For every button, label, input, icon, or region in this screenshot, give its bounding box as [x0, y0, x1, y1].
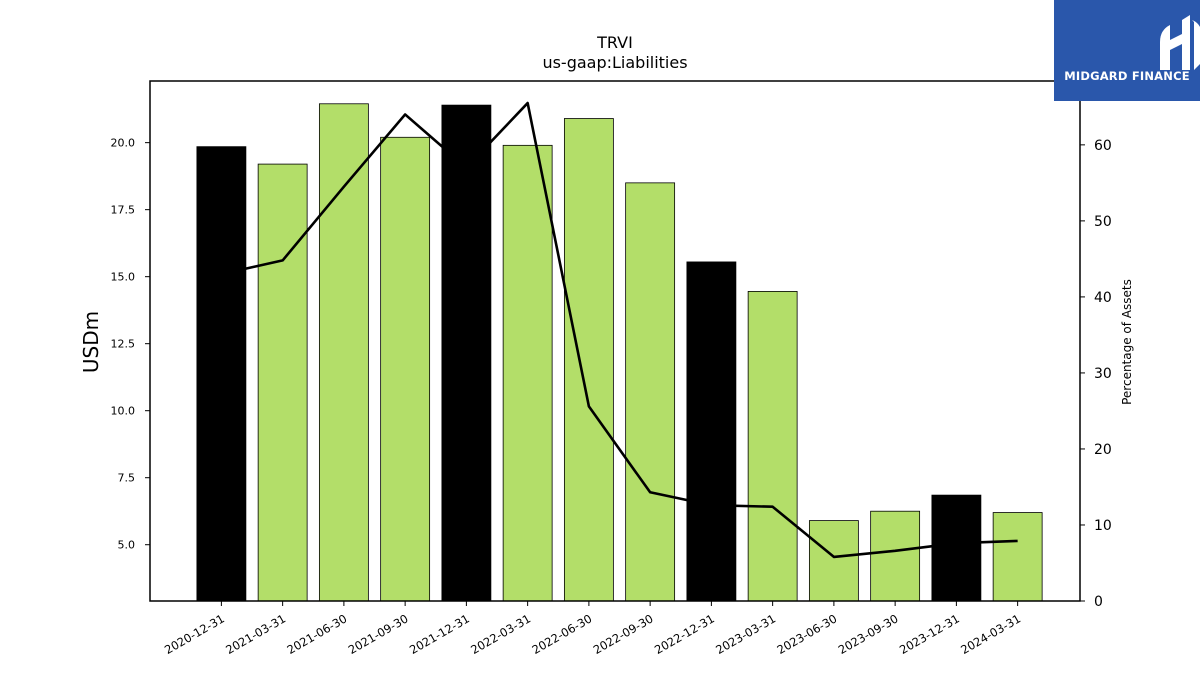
bar-2023-12-31	[931, 494, 982, 602]
left-axis: 5.0 7.5 10.0 12.5 15.0 17.5 20.0	[111, 137, 150, 552]
bar-2022-12-31	[686, 261, 737, 602]
y-tick-label: 5.0	[118, 539, 136, 552]
x-tick-label: 2022-03-31	[468, 611, 533, 657]
x-tick-label: 2021-09-30	[346, 611, 411, 657]
chart-subtitle: us-gaap:Liabilities	[542, 53, 687, 72]
y-tick-label: 20.0	[111, 137, 136, 150]
x-tick-label: 2020-12-31	[162, 611, 227, 657]
right-tick-label: 60	[1094, 138, 1112, 154]
x-tick-label: 2021-12-31	[407, 611, 472, 657]
x-axis: 2020-12-312021-03-312021-06-302021-09-30…	[162, 601, 1023, 657]
bar-2023-06-30	[808, 520, 859, 602]
percentage-line	[221, 101, 1018, 559]
bar-2024-03-31	[992, 512, 1043, 602]
logo-mark-icon	[1160, 15, 1200, 70]
bar-2021-09-30	[380, 136, 431, 602]
x-tick-label: 2023-03-31	[713, 611, 778, 657]
bar-2021-06-30	[318, 103, 369, 602]
right-axis-label: Percentage of Assets	[1120, 279, 1134, 405]
y-tick-label: 10.0	[111, 405, 136, 418]
right-axis: 0 10 20 30 40 50 60	[1080, 138, 1112, 610]
right-tick-label: 20	[1094, 442, 1112, 458]
x-tick-label: 2023-09-30	[836, 611, 901, 657]
right-tick-label: 40	[1094, 290, 1112, 306]
y-axis-label: USDm	[79, 311, 103, 373]
y-tick-label: 17.5	[111, 204, 136, 217]
bar-2023-03-31	[747, 291, 798, 602]
x-tick-label: 2022-12-31	[652, 611, 717, 657]
bar-series	[196, 103, 1043, 602]
x-tick-label: 2022-06-30	[529, 611, 594, 657]
bar-2022-03-31	[502, 144, 553, 602]
bar-2022-09-30	[625, 182, 676, 602]
bar-2022-06-30	[563, 118, 614, 602]
y-tick-label: 7.5	[118, 472, 136, 485]
logo-text: MIDGARD FINANCE	[1064, 69, 1190, 83]
right-tick-label: 0	[1094, 594, 1103, 610]
bar-2021-12-31	[441, 104, 492, 602]
y-tick-label: 12.5	[111, 338, 136, 351]
x-tick-label: 2023-12-31	[897, 611, 962, 657]
y-tick-label: 15.0	[111, 271, 136, 284]
bar-2021-03-31	[257, 163, 308, 602]
right-tick-label: 10	[1094, 518, 1112, 534]
right-tick-label: 30	[1094, 366, 1112, 382]
bar-2020-12-31	[196, 146, 247, 602]
x-tick-label: 2024-03-31	[958, 611, 1023, 657]
midgard-finance-logo: MIDGARD FINANCE	[1054, 0, 1200, 101]
right-tick-label: 50	[1094, 214, 1112, 230]
x-tick-label: 2023-06-30	[774, 611, 839, 657]
x-tick-label: 2022-09-30	[591, 611, 656, 657]
chart-title: TRVI	[596, 33, 633, 52]
x-tick-label: 2021-06-30	[284, 611, 349, 657]
bar-2023-09-30	[870, 510, 921, 602]
x-tick-label: 2021-03-31	[223, 611, 288, 657]
plot-frame	[149, 80, 1081, 602]
